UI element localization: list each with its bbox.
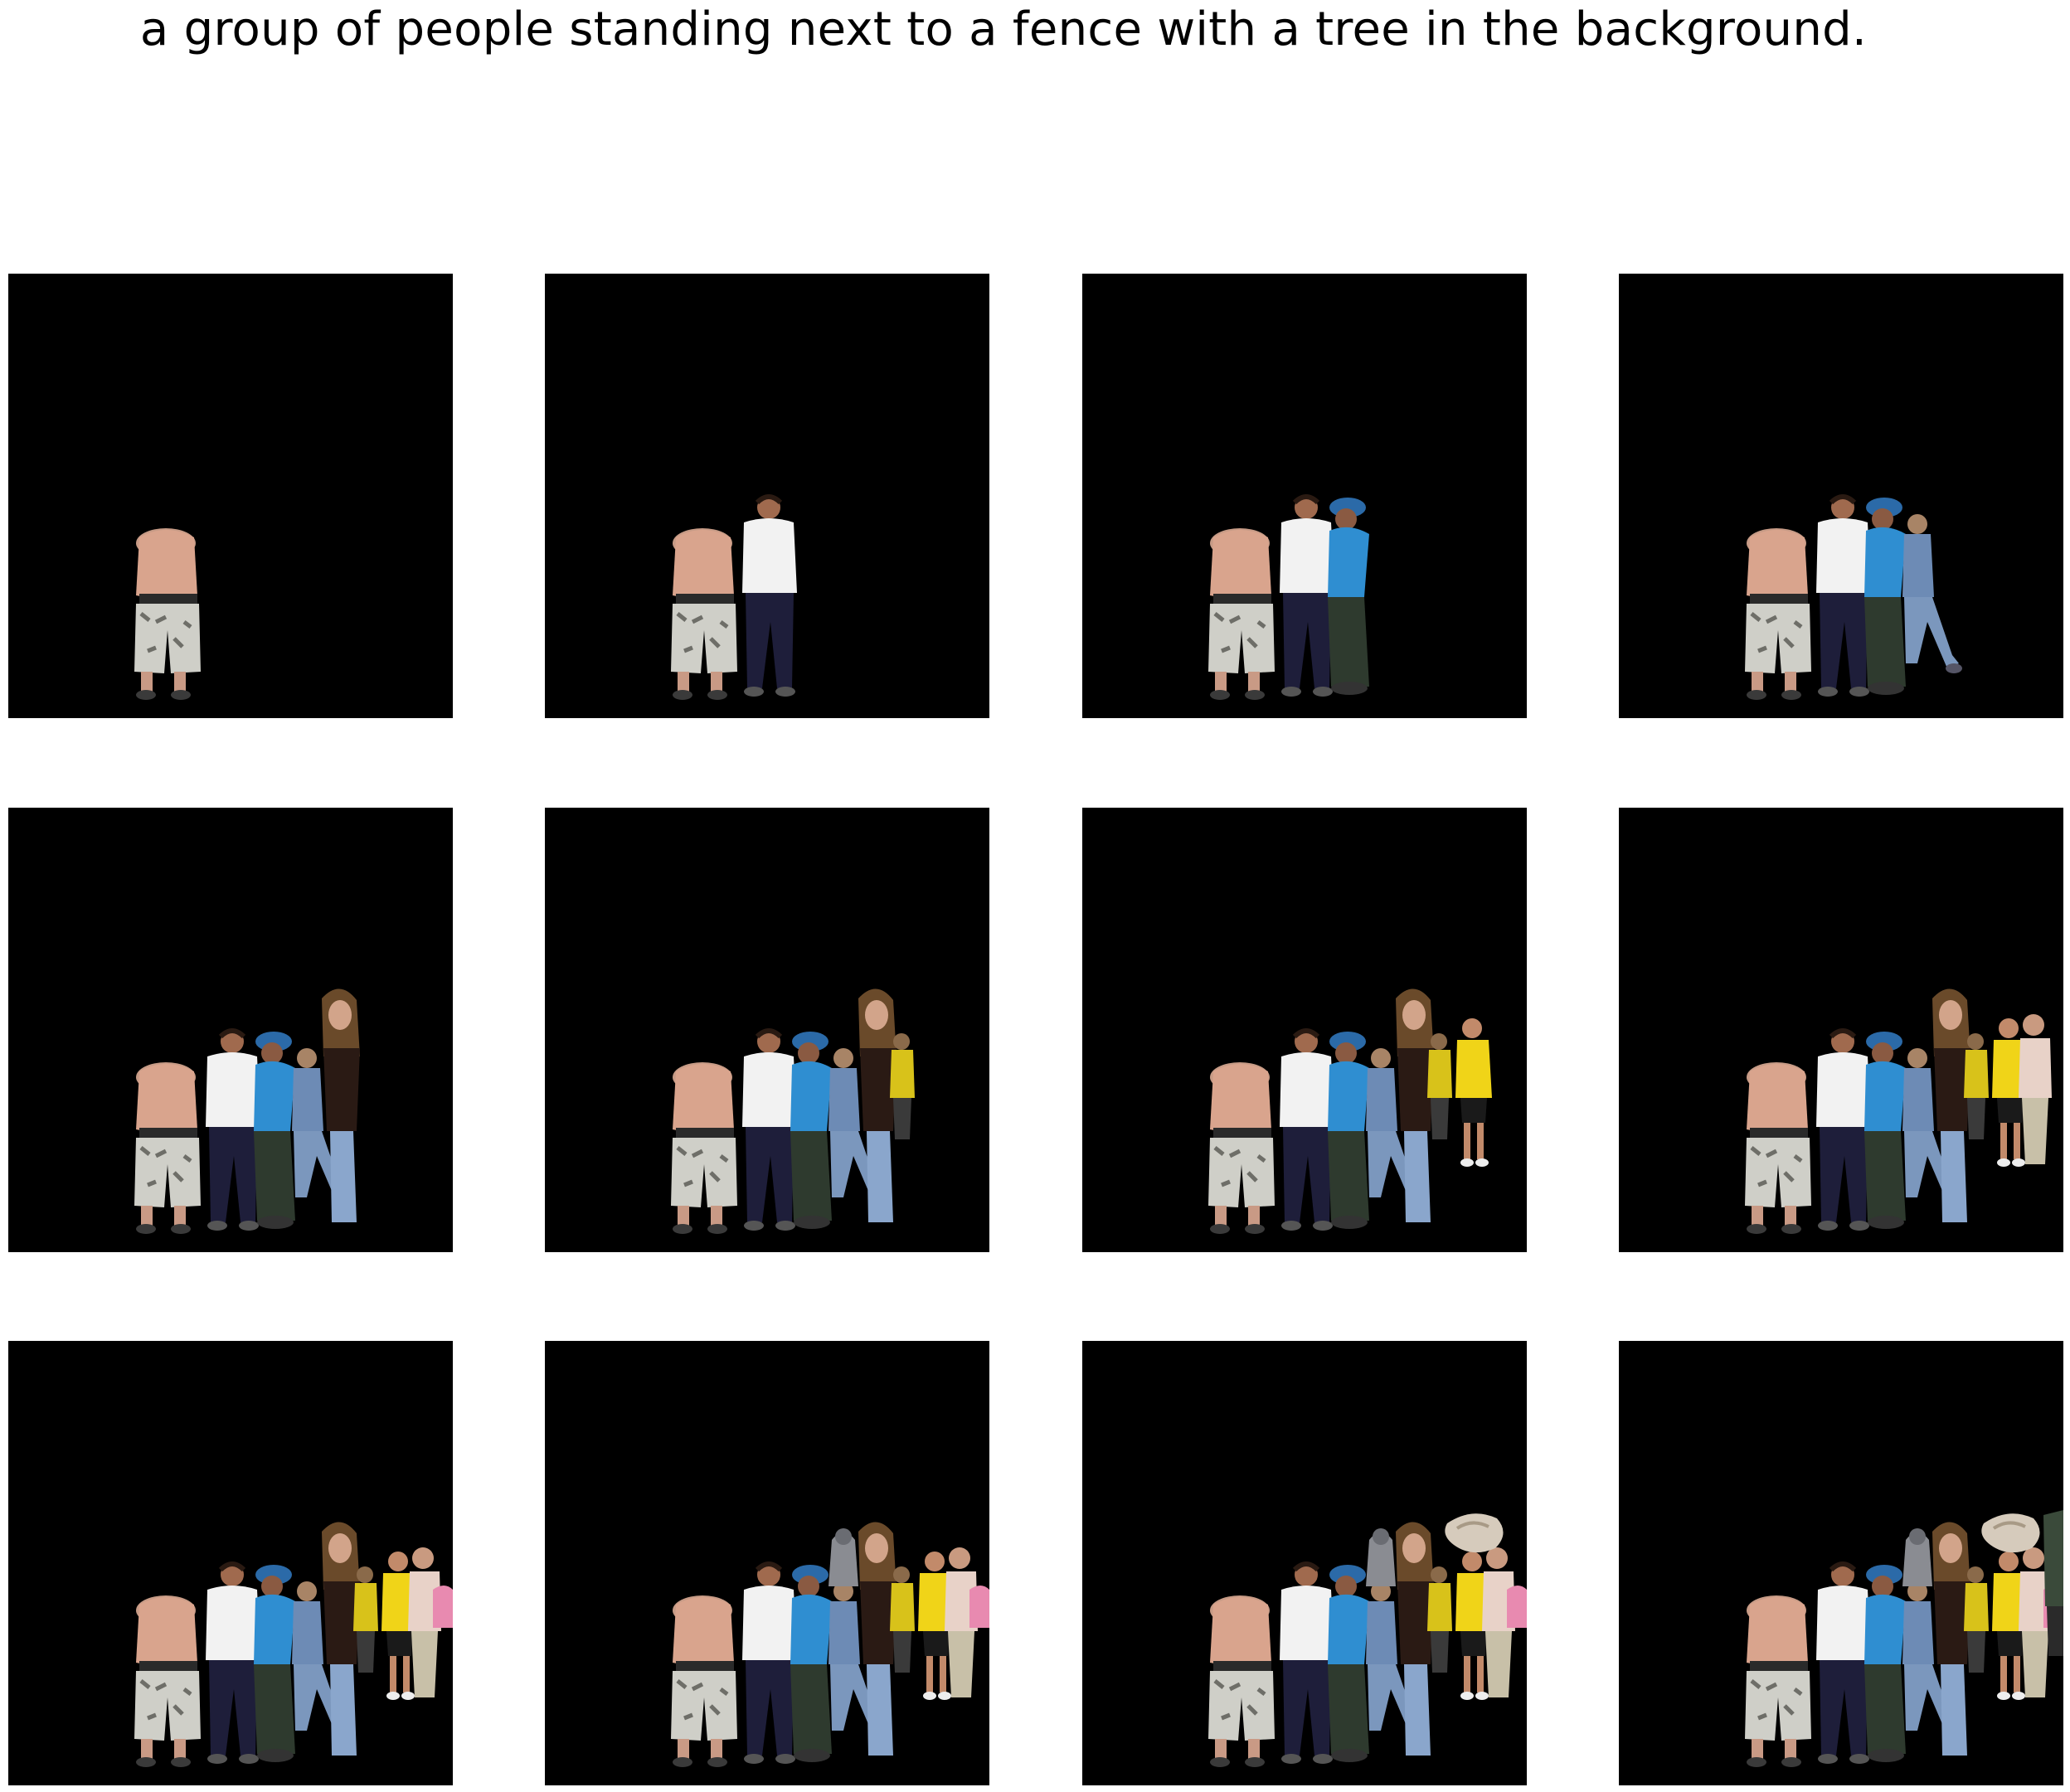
pink-shirt-man-figure bbox=[945, 1547, 978, 1697]
blue-cap-person-figure bbox=[790, 1565, 832, 1762]
blue-cap-person-figure bbox=[790, 1032, 832, 1229]
frame-5-scene bbox=[134, 988, 360, 1234]
shirtless-person-figure bbox=[671, 528, 737, 700]
shirtless-person-figure bbox=[1745, 1062, 1811, 1234]
shirtless-person-figure bbox=[134, 1062, 201, 1234]
blue-cap-person-figure bbox=[1864, 1565, 1906, 1762]
frame-12-scene bbox=[1745, 1510, 2063, 1767]
long-hair-person-figure bbox=[1396, 988, 1434, 1222]
shirtless-person-figure bbox=[1208, 528, 1275, 700]
white-shirt-person-figure bbox=[742, 1561, 797, 1764]
frame-1 bbox=[8, 274, 453, 718]
shirtless-person-figure bbox=[671, 1062, 737, 1234]
white-shirt-person-figure bbox=[1816, 1561, 1871, 1764]
blue-cap-person-figure bbox=[254, 1032, 295, 1229]
grey-person-figure bbox=[828, 1528, 858, 1586]
white-shirt-person-figure bbox=[742, 494, 797, 697]
shirtless-person-figure bbox=[134, 528, 201, 700]
white-shirt-person-figure bbox=[1816, 494, 1871, 697]
white-shirt-person-figure bbox=[1280, 494, 1334, 697]
long-hair-person-figure bbox=[858, 1522, 897, 1756]
blue-cap-person-figure bbox=[1328, 1032, 1369, 1229]
white-shirt-person-figure bbox=[1280, 1028, 1334, 1231]
blue-cap-person-figure bbox=[1864, 1032, 1906, 1229]
frame-9 bbox=[8, 1341, 453, 1785]
long-hair-person-figure bbox=[322, 988, 360, 1222]
shirtless-person-figure bbox=[671, 1595, 737, 1767]
frame-2-scene bbox=[671, 494, 797, 700]
yellow-child-figure bbox=[353, 1566, 378, 1673]
long-hair-person-figure bbox=[1932, 988, 1970, 1222]
shirtless-person-figure bbox=[1745, 528, 1811, 700]
frame-10 bbox=[545, 1341, 989, 1785]
shirtless-person-figure bbox=[134, 1595, 201, 1767]
frame-12 bbox=[1619, 1341, 2063, 1785]
grey-person-figure bbox=[1366, 1528, 1396, 1586]
frame-7 bbox=[1082, 808, 1527, 1252]
yellow-child-figure bbox=[890, 1566, 915, 1673]
shirtless-person-figure bbox=[1208, 1062, 1275, 1234]
white-shirt-person-figure bbox=[206, 1028, 260, 1231]
long-hair-person-figure bbox=[858, 988, 897, 1222]
yellow-child-figure bbox=[1964, 1033, 1989, 1139]
frame-8-scene bbox=[1745, 988, 2052, 1234]
pink-child-figure bbox=[1507, 1586, 1527, 1628]
long-hair-person-figure bbox=[322, 1522, 360, 1756]
blue-cap-person-figure bbox=[1328, 498, 1369, 695]
pink-shirt-man-figure bbox=[2019, 1014, 2052, 1164]
frame-4 bbox=[1619, 274, 2063, 718]
yellow-child-figure bbox=[1427, 1033, 1452, 1139]
frame-11-scene bbox=[1208, 1513, 1527, 1767]
grey-person-figure bbox=[1902, 1528, 1932, 1586]
blue-cap-person-figure bbox=[254, 1565, 295, 1762]
frame-2 bbox=[545, 274, 989, 718]
frame-9-scene bbox=[134, 1522, 453, 1767]
long-hair-person-figure bbox=[1932, 1522, 1970, 1756]
pink-child-figure bbox=[433, 1586, 453, 1628]
white-shirt-person-figure bbox=[1280, 1561, 1334, 1764]
shirtless-person-figure bbox=[1745, 1595, 1811, 1767]
frame-5 bbox=[8, 808, 453, 1252]
frame-4-scene bbox=[1745, 494, 1962, 700]
frame-3 bbox=[1082, 274, 1527, 718]
frame-6-scene bbox=[671, 988, 915, 1234]
yellow-shirt-person-figure bbox=[918, 1552, 955, 1700]
frame-3-scene bbox=[1208, 494, 1369, 700]
frame-6 bbox=[545, 808, 989, 1252]
white-shirt-person-figure bbox=[206, 1561, 260, 1764]
blue-cap-person-figure bbox=[1328, 1565, 1369, 1762]
frame-11 bbox=[1082, 1341, 1527, 1785]
white-shirt-person-figure bbox=[742, 1028, 797, 1231]
frame-1-scene bbox=[134, 528, 201, 700]
shell-fragment-figure bbox=[1981, 1513, 2040, 1553]
frame-8 bbox=[1619, 808, 2063, 1252]
shell-fragment-figure bbox=[1445, 1513, 1504, 1553]
caption: a group of people standing next to a fen… bbox=[139, 2, 1868, 56]
shirtless-person-figure bbox=[1208, 1595, 1275, 1767]
long-hair-person-figure bbox=[1396, 1522, 1434, 1756]
blue-cap-person-figure bbox=[1864, 498, 1906, 695]
pink-child-figure bbox=[969, 1586, 989, 1628]
frame-7-scene bbox=[1208, 988, 1492, 1234]
frame-10-scene bbox=[671, 1522, 989, 1767]
yellow-child-figure bbox=[1427, 1566, 1452, 1673]
yellow-child-figure bbox=[1964, 1566, 1989, 1673]
yellow-shirt-person-figure bbox=[1455, 1018, 1492, 1167]
yellow-child-figure bbox=[890, 1033, 915, 1139]
edge-figure-figure bbox=[2043, 1510, 2063, 1656]
white-shirt-person-figure bbox=[1816, 1028, 1871, 1231]
denim-person-figure bbox=[1902, 514, 1962, 673]
